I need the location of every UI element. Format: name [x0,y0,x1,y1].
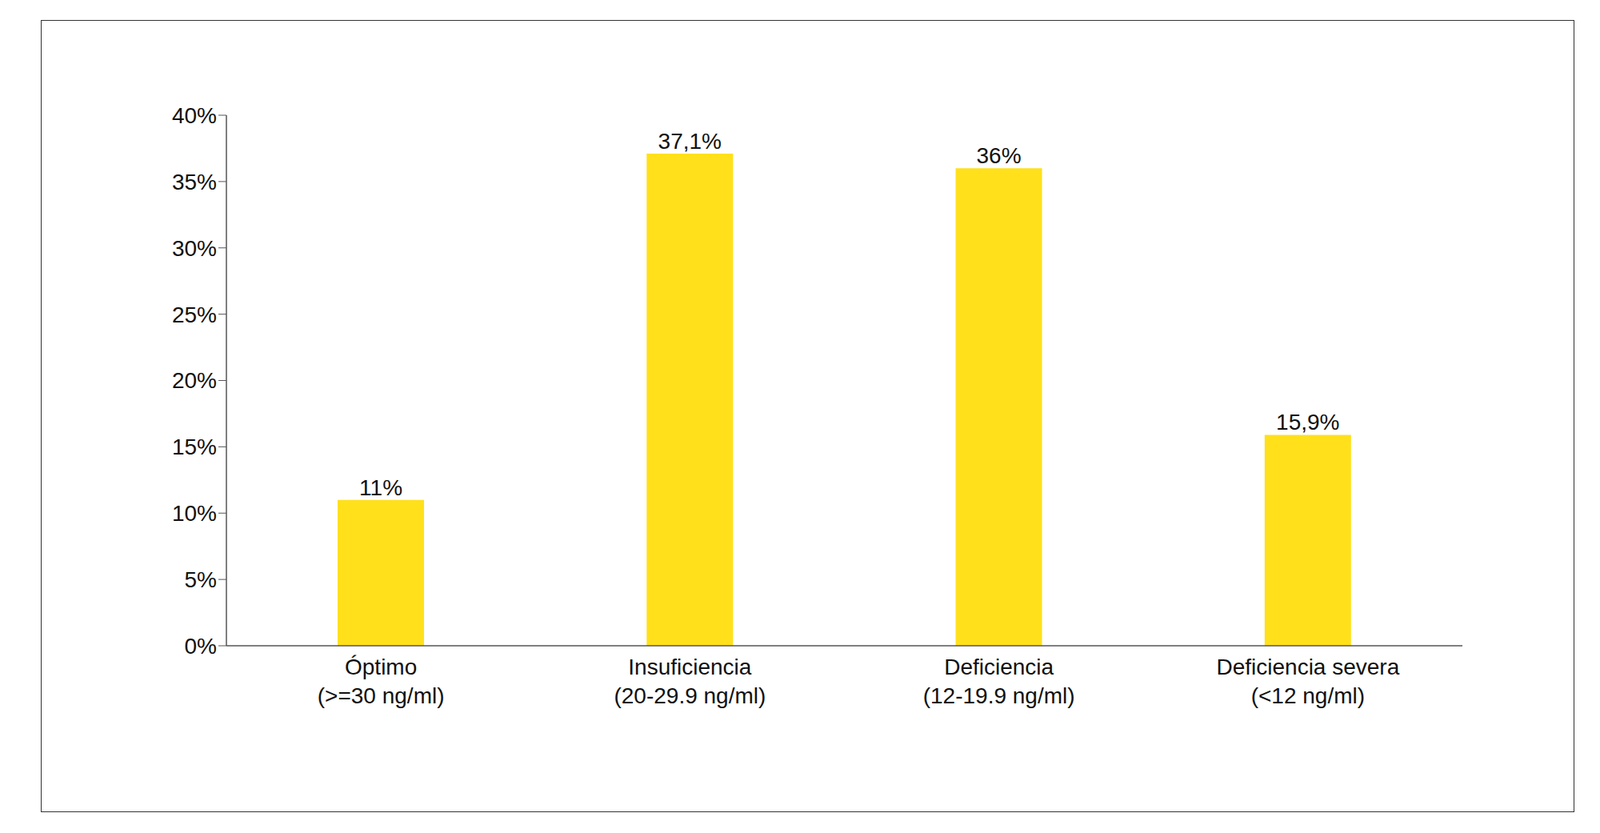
svg-text:Insuficiencia(20-29.9 ng/ml): Insuficiencia(20-29.9 ng/ml) [613,654,766,708]
svg-text:25%: 25% [172,302,217,328]
svg-text:40%: 40% [172,103,217,128]
svg-text:5%: 5% [184,567,217,592]
svg-text:Óptimo(>=30 ng/ml): Óptimo(>=30 ng/ml) [317,654,445,708]
svg-text:11%: 11% [359,475,403,500]
svg-text:10%: 10% [172,500,217,526]
svg-text:30%: 30% [172,236,217,261]
svg-text:Deficiencia severa(<12 ng/ml): Deficiencia severa(<12 ng/ml) [1216,654,1400,708]
svg-text:20%: 20% [172,368,217,393]
svg-text:37,1%: 37,1% [658,128,722,154]
svg-text:35%: 35% [172,169,217,195]
svg-text:0%: 0% [184,633,217,659]
svg-text:15%: 15% [172,434,217,460]
svg-text:15,9%: 15,9% [1276,409,1340,435]
svg-text:36%: 36% [976,143,1022,168]
svg-text:Deficiencia(12-19.9 ng/ml): Deficiencia(12-19.9 ng/ml) [923,654,1076,708]
